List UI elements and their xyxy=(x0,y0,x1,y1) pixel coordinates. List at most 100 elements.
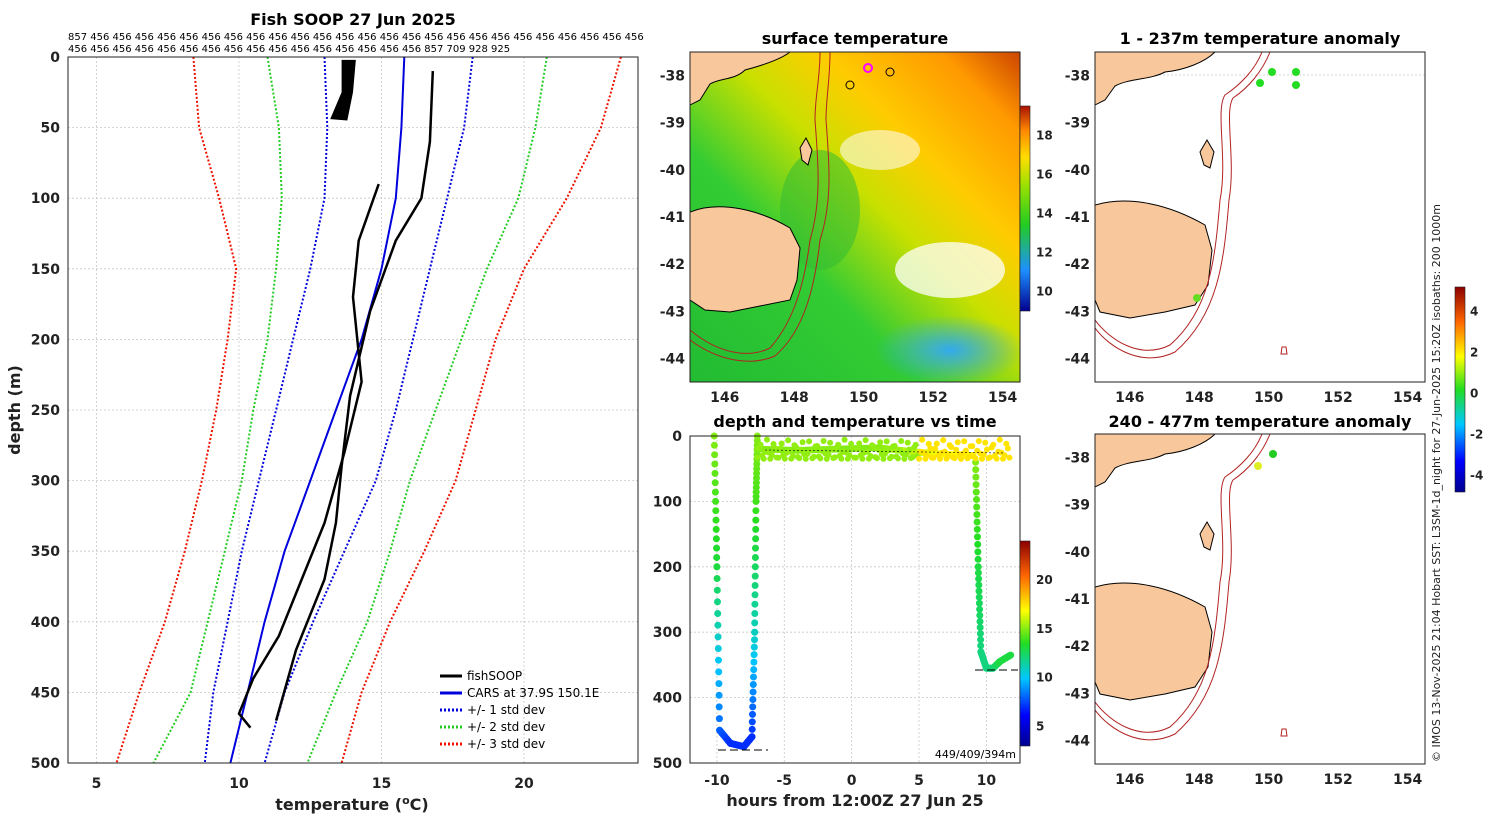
depth-time-point xyxy=(972,488,980,496)
map-y-tick: -42 xyxy=(660,257,685,273)
profile-y-tick: 250 xyxy=(31,403,60,419)
depth-time-surface-point xyxy=(796,455,803,462)
depth-time-surface-point xyxy=(996,436,1003,443)
profile-surface-samples xyxy=(330,59,356,121)
depth-time-surface-point xyxy=(898,438,905,444)
depth-time-surface-point xyxy=(961,438,968,445)
depth-time-point xyxy=(751,572,759,580)
colorbar-tick: 4 xyxy=(1470,305,1478,319)
depth-time-point xyxy=(973,518,981,526)
map-y-tick: -44 xyxy=(660,351,686,367)
depth-time-y-tick: 400 xyxy=(653,691,682,707)
depth-time-surface-point xyxy=(885,447,892,454)
depth-time-point xyxy=(752,516,760,524)
credit-text: © IMOS 13-Nov-2025 21:04 Hobart SST: L3S… xyxy=(1430,204,1443,762)
depth-time-x-ticks: -10 -5 0 5 10 xyxy=(704,773,996,789)
colorbar-tick: 12 xyxy=(1036,245,1053,259)
depth-time-surface-point xyxy=(932,445,939,452)
colorbar-tick: 14 xyxy=(1036,206,1053,220)
depth-time-point xyxy=(714,645,722,652)
depth-time-surface-point xyxy=(891,443,898,449)
anomaly-colorbar xyxy=(1454,286,1466,493)
depth-time-point xyxy=(750,643,758,651)
depth-time-surface-point xyxy=(793,444,800,451)
depth-time-surface-point xyxy=(777,445,783,452)
depth-time-point xyxy=(751,600,759,608)
depth-time-scatter xyxy=(710,432,1015,751)
depth-time-surface-point xyxy=(754,454,761,461)
map-x-tick: 148 xyxy=(780,390,809,406)
anomaly-top-point xyxy=(1292,68,1300,76)
depth-time-point xyxy=(976,630,984,638)
depth-time-point xyxy=(713,586,721,594)
profile-series-2 xyxy=(263,56,474,764)
anomaly-top-point xyxy=(1268,68,1276,76)
depth-time-point xyxy=(751,610,759,617)
depth-time-point xyxy=(750,666,758,674)
depth-time-surface-point xyxy=(799,439,806,446)
map-x-tick: 154 xyxy=(1393,390,1422,406)
map-x-tick: 154 xyxy=(988,390,1017,406)
sst-map-title: surface temperature xyxy=(762,29,949,48)
depth-time-surface-point xyxy=(958,455,964,462)
depth-time-point xyxy=(711,488,719,496)
depth-time-point xyxy=(748,725,756,733)
anomaly-bottom-panel: 240 - 477m temperature anomaly -38 -39 -40… xyxy=(1065,412,1426,788)
map-y-tick: -38 xyxy=(660,69,685,85)
depth-time-surface-point xyxy=(966,453,973,460)
depth-time-point xyxy=(712,516,720,524)
profile-y-tick: 0 xyxy=(50,50,60,66)
legend-std3: +/- 3 std dev xyxy=(467,737,545,751)
profile-y-tick: 100 xyxy=(31,191,60,207)
map-y-tick: -38 xyxy=(1065,451,1090,467)
depth-time-surface-point xyxy=(831,454,838,461)
map-y-tick: -38 xyxy=(1065,69,1090,85)
map-y-tick: -40 xyxy=(660,163,686,179)
depth-time-point xyxy=(715,703,723,711)
depth-time-surface-point xyxy=(781,455,788,462)
map-x-tick: 148 xyxy=(1185,772,1214,788)
depth-time-point xyxy=(976,611,984,619)
depth-time-point xyxy=(972,473,980,481)
anomaly-top-land-tasmania xyxy=(1095,200,1213,319)
depth-time-surface-point xyxy=(817,455,824,462)
depth-time-surface-point xyxy=(856,440,863,447)
colorbar-tick: -4 xyxy=(1470,469,1483,483)
depth-time-panel: depth and temperature vs time 449/409/39… xyxy=(653,412,1053,810)
depth-time-point xyxy=(713,563,721,571)
colorbar-tick: 10 xyxy=(1036,284,1053,298)
profile-y-tick: 350 xyxy=(31,544,60,560)
depth-time-point xyxy=(711,479,719,487)
profile-series-8 xyxy=(237,183,380,729)
depth-time-surface-point xyxy=(820,438,827,444)
depth-time-point xyxy=(749,688,757,696)
profile-y-tick: 400 xyxy=(31,615,60,631)
depth-time-point xyxy=(973,525,981,533)
anomaly-bottom-point xyxy=(1269,450,1277,458)
depth-time-surface-point xyxy=(760,455,767,462)
colorbar-tick: 16 xyxy=(1036,167,1053,181)
map-y-tick: -43 xyxy=(1065,304,1090,320)
depth-time-surface-point xyxy=(772,445,779,452)
depth-time-surface-point xyxy=(802,455,809,462)
profile-legend: fishSOOP CARS at 37.9S 150.1E +/- 1 std … xyxy=(440,669,599,751)
depth-time-surface-point xyxy=(940,437,947,444)
colorbar-tick: 2 xyxy=(1470,346,1478,360)
profile-panel: Fish SOOP 27 Jun 2025 857 456 456 456 45… xyxy=(5,10,644,814)
depth-time-colorbar xyxy=(1019,540,1031,747)
depth-time-point xyxy=(974,540,982,548)
depth-time-surface-point xyxy=(912,441,919,448)
depth-time-point xyxy=(748,718,756,726)
sst-map-y-ticks: -38 -39 -40 -41 -42 -43 -44 xyxy=(660,69,686,368)
colorbar-tick: -2 xyxy=(1470,428,1483,442)
depth-time-point xyxy=(748,733,756,741)
depth-time-point xyxy=(713,544,721,552)
depth-time-surface-point xyxy=(895,455,901,462)
depth-time-x-label: hours from 12:00Z 27 Jun 25 xyxy=(726,791,983,810)
depth-time-point xyxy=(715,680,723,688)
depth-time-point xyxy=(975,587,983,595)
depth-time-point xyxy=(976,618,984,625)
depth-time-point xyxy=(751,582,759,589)
depth-time-surface-point xyxy=(849,445,856,452)
depth-time-surface-point xyxy=(1001,452,1008,459)
